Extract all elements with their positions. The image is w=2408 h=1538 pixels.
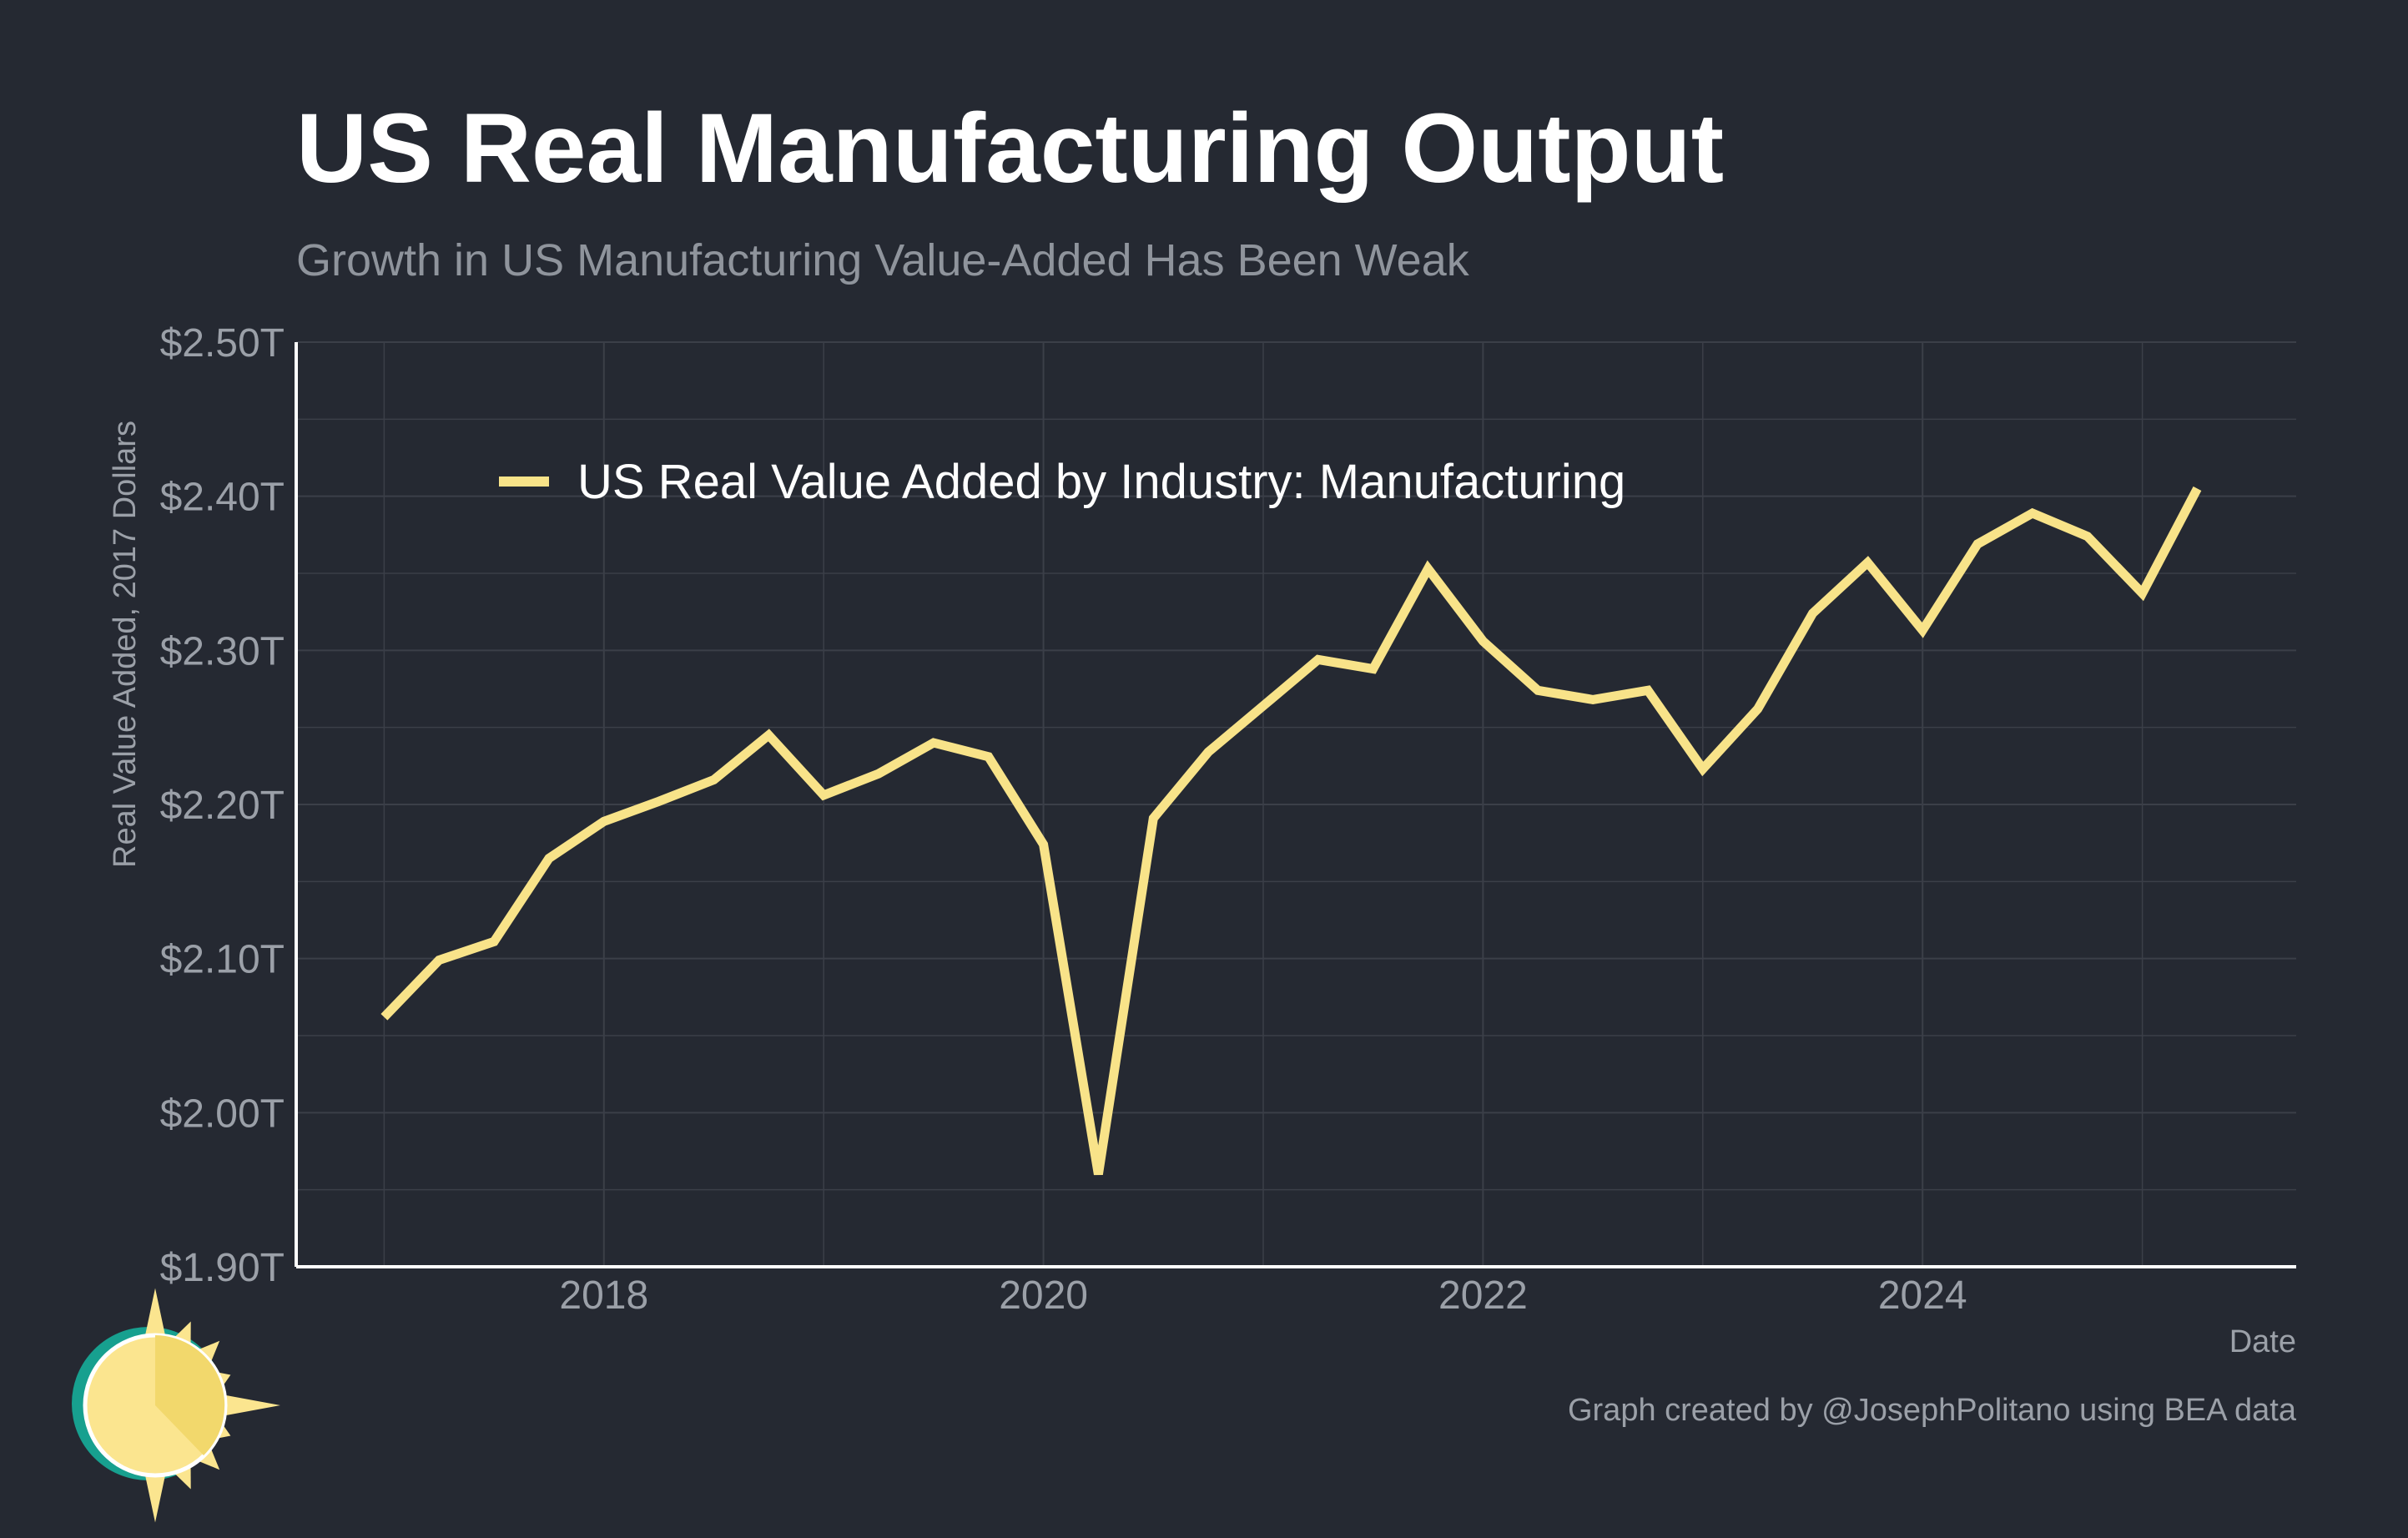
series-line <box>380 486 2202 1176</box>
legend-label: US Real Value Added by Industry: Manufac… <box>577 455 1625 509</box>
y-axis-title: Real Value Added, 2017 Dollars <box>108 421 143 868</box>
y-tick-label: $2.30T <box>160 629 285 673</box>
source-caption: Graph created by @JosephPolitano using B… <box>1568 1393 2297 1428</box>
y-tick-label: $1.90T <box>160 1246 285 1290</box>
axes <box>295 342 2296 1268</box>
logo-ray <box>144 1469 167 1523</box>
y-tick-label: $2.40T <box>160 476 285 520</box>
x-tick-label: 2020 <box>999 1273 1088 1318</box>
chart-title: US Real Manufacturing Output <box>296 93 1724 204</box>
legend: US Real Value Added by Industry: Manufac… <box>499 455 1625 509</box>
y-tick-label: $2.50T <box>160 321 285 366</box>
logo-sun-shade <box>155 1335 225 1455</box>
tick-labels: $1.90T $2.00T $2.10T $2.20T $2.30T $2.40T $2.5… <box>160 321 1967 1318</box>
x-tick-label: 2022 <box>1438 1273 1528 1318</box>
series <box>380 486 2202 1176</box>
y-tick-label: $2.00T <box>160 1092 285 1136</box>
chart-subtitle: Growth in US Manufacturing Value-Added H… <box>296 235 1470 285</box>
y-tick-label: $2.10T <box>160 938 285 982</box>
logo-ray <box>219 1394 280 1417</box>
x-tick-label: 2024 <box>1878 1273 1967 1318</box>
logo-ray <box>144 1288 167 1342</box>
x-tick-label: 2018 <box>559 1273 648 1318</box>
y-tick-label: $2.20T <box>160 784 285 828</box>
x-axis-title: Date <box>2229 1324 2296 1359</box>
sun-logo-icon <box>72 1288 280 1523</box>
grid <box>296 341 2296 1268</box>
